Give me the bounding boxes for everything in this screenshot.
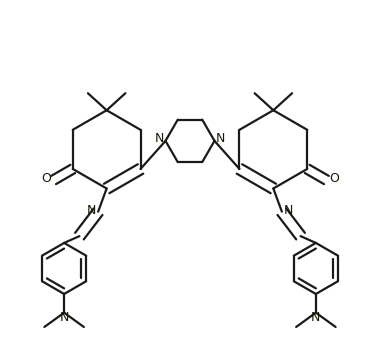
- Text: O: O: [41, 172, 51, 185]
- Text: N: N: [59, 311, 69, 324]
- Text: N: N: [87, 204, 96, 217]
- Text: N: N: [311, 311, 321, 324]
- Text: O: O: [329, 172, 339, 185]
- Text: N: N: [216, 132, 225, 145]
- Text: N: N: [284, 204, 293, 217]
- Text: N: N: [155, 132, 164, 145]
